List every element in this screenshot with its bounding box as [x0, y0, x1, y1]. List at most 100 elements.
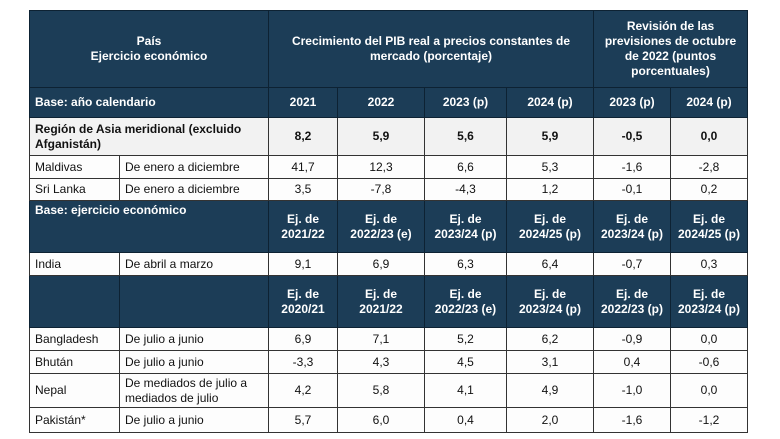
- table-row: Maldivas De enero a diciembre 41,7 12,3 6,6 5…: [29, 155, 748, 179]
- column-header: Ej. de 2021/22: [268, 200, 338, 253]
- section-label: Base: año calendario: [29, 87, 269, 118]
- revision-header: Revisión de las previsiones de octubre d…: [593, 10, 748, 88]
- value-cell: 5,2: [424, 327, 507, 351]
- column-header: 2022: [337, 87, 425, 118]
- value-cell: -1,6: [593, 155, 671, 179]
- country-cell: India: [29, 252, 120, 276]
- country-cell: Bangladesh: [29, 327, 120, 351]
- column-header: Ej. de 2022/23 (e): [337, 200, 425, 253]
- table-row: Sri Lanka De enero a diciembre 3,5 -7,8 -4,3…: [29, 178, 748, 201]
- country-cell: Pakistán*: [29, 407, 120, 433]
- column-header: Ej. de 2023/24 (p): [670, 275, 748, 328]
- value-cell: 6,9: [268, 327, 338, 351]
- value-cell: -7,8: [337, 178, 425, 201]
- value-cell: -0,7: [593, 252, 671, 276]
- gdp-growth-table: País Ejercicio económico Crecimiento del P…: [29, 10, 748, 433]
- value-cell: -0,9: [593, 327, 671, 351]
- value-cell: 5,9: [506, 117, 594, 156]
- column-header: Ej. de 2024/25 (p): [506, 200, 594, 253]
- table-row: Pakistán* De julio a junio 5,7 6,0 0,4 2,0 -1,…: [29, 407, 748, 433]
- country-cell: Sri Lanka: [29, 178, 120, 201]
- value-cell: 0,2: [670, 178, 748, 201]
- value-cell: 2,0: [506, 407, 594, 433]
- column-header: 2021: [268, 87, 338, 118]
- period-cell: De enero a diciembre: [119, 155, 269, 179]
- column-header: Ej. de 2021/22: [337, 275, 425, 328]
- table-row: Bhután De julio a junio -3,3 4,3 4,5 3,1 0,4 -0…: [29, 350, 748, 374]
- value-cell: -2,8: [670, 155, 748, 179]
- column-header: Ej. de 2024/25 (p): [670, 200, 748, 253]
- column-header: Ej. de 2023/24 (p): [593, 200, 671, 253]
- period-cell: De julio a junio: [119, 327, 269, 351]
- period-cell: De enero a diciembre: [119, 178, 269, 201]
- value-cell: 3,5: [268, 178, 338, 201]
- period-cell: De abril a marzo: [119, 252, 269, 276]
- value-cell: 5,6: [424, 117, 507, 156]
- value-cell: 5,8: [337, 373, 425, 408]
- section-header-row: Base: ejercicio económico Ej. de 2021/22 E…: [29, 200, 748, 253]
- value-cell: 1,2: [506, 178, 594, 201]
- value-cell: 9,1: [268, 252, 338, 276]
- value-cell: -0,5: [593, 117, 671, 156]
- column-header: Ej. de 2022/23 (e): [424, 275, 507, 328]
- value-cell: 6,2: [506, 327, 594, 351]
- section-label-blank: [29, 275, 120, 328]
- value-cell: -0,6: [670, 350, 748, 374]
- value-cell: 6,3: [424, 252, 507, 276]
- value-cell: 6,0: [337, 407, 425, 433]
- period-cell: De mediados de julio a mediados de julio: [119, 373, 269, 408]
- value-cell: 6,9: [337, 252, 425, 276]
- table-row: Región de Asia meridional (excluido Afga…: [29, 117, 748, 156]
- section-label-blank: [119, 275, 269, 328]
- value-cell: -1,2: [670, 407, 748, 433]
- country-cell: Nepal: [29, 373, 120, 408]
- value-cell: 4,5: [424, 350, 507, 374]
- header-label: País: [136, 34, 162, 48]
- value-cell: 7,1: [337, 327, 425, 351]
- section-label: Base: ejercicio económico: [29, 200, 269, 253]
- table-row: Nepal De mediados de julio a mediados de …: [29, 373, 748, 408]
- column-header: 2023 (p): [424, 87, 507, 118]
- column-header: Ej. de 2023/24 (p): [506, 275, 594, 328]
- value-cell: -1,0: [593, 373, 671, 408]
- section-header-row: Base: año calendario 2021 2022 2023 (p) 2024…: [29, 87, 748, 118]
- period-cell: De julio a junio: [119, 350, 269, 374]
- column-header: 2024 (p): [670, 87, 748, 118]
- value-cell: 41,7: [268, 155, 338, 179]
- value-cell: 4,3: [337, 350, 425, 374]
- column-header: Ej. de 2022/23 (p): [593, 275, 671, 328]
- column-header: 2024 (p): [506, 87, 594, 118]
- table-row: Bangladesh De julio a junio 6,9 7,1 5,2 6,2 -0…: [29, 327, 748, 351]
- value-cell: 0,3: [670, 252, 748, 276]
- value-cell: -0,1: [593, 178, 671, 201]
- value-cell: 5,7: [268, 407, 338, 433]
- value-cell: -1,6: [593, 407, 671, 433]
- value-cell: 6,4: [506, 252, 594, 276]
- value-cell: 6,6: [424, 155, 507, 179]
- country-cell: Maldivas: [29, 155, 120, 179]
- value-cell: -3,3: [268, 350, 338, 374]
- value-cell: 0,0: [670, 117, 748, 156]
- growth-header: Crecimiento del PIB real a precios const…: [268, 10, 594, 88]
- country-period-header: País Ejercicio económico: [29, 10, 269, 88]
- section-header-row: Ej. de 2020/21 Ej. de 2021/22 Ej. de 2022/…: [29, 275, 748, 328]
- table-header-row: País Ejercicio económico Crecimiento del P…: [29, 10, 748, 88]
- value-cell: 4,2: [268, 373, 338, 408]
- value-cell: 4,1: [424, 373, 507, 408]
- value-cell: 0,4: [593, 350, 671, 374]
- header-label: Ejercicio económico: [90, 49, 208, 63]
- value-cell: -4,3: [424, 178, 507, 201]
- country-cell: Bhután: [29, 350, 120, 374]
- column-header: Ej. de 2023/24 (p): [424, 200, 507, 253]
- table-row: India De abril a marzo 9,1 6,9 6,3 6,4 -0,7 0,3: [29, 252, 748, 276]
- value-cell: 0,0: [670, 373, 748, 408]
- value-cell: 0,0: [670, 327, 748, 351]
- value-cell: 4,9: [506, 373, 594, 408]
- column-header: 2023 (p): [593, 87, 671, 118]
- value-cell: 5,3: [506, 155, 594, 179]
- value-cell: 3,1: [506, 350, 594, 374]
- value-cell: 5,9: [337, 117, 425, 156]
- value-cell: 12,3: [337, 155, 425, 179]
- column-header: Ej. de 2020/21: [268, 275, 338, 328]
- country-cell: Región de Asia meridional (excluido Afga…: [29, 117, 269, 156]
